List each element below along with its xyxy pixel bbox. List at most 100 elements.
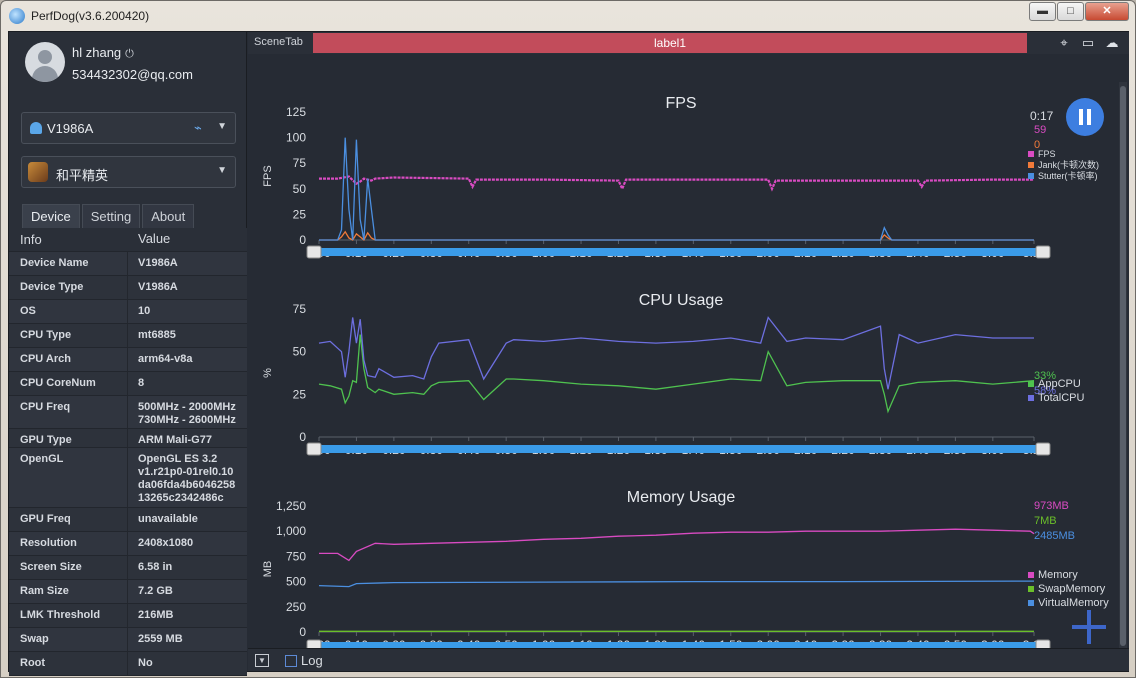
info-key: CPU Freq	[20, 401, 71, 413]
charts-canvas: FPSFPS02550751001250:000:100:200:300:400…	[262, 95, 1109, 648]
tab-device[interactable]: Device	[22, 204, 80, 228]
legend-swatch	[1028, 162, 1034, 168]
y-axis-label: FPS	[262, 165, 274, 186]
legend-label: TotalCPU	[1038, 392, 1085, 404]
table-row: LMK Threshold 216MB	[9, 604, 247, 628]
minimize-button[interactable]: ▬	[1029, 2, 1056, 21]
android-icon	[30, 122, 42, 134]
y-tick-label: 75	[293, 156, 307, 170]
legend-swatch	[1028, 586, 1034, 592]
scene-tab[interactable]: SceneTab	[254, 36, 303, 48]
vertical-scrollbar[interactable]	[1119, 82, 1127, 652]
info-value: 2408x1080	[138, 537, 194, 549]
table-row: Root No	[9, 652, 247, 676]
y-tick-label: 50	[293, 182, 307, 196]
table-row: CPU Type mt6885	[9, 324, 247, 348]
app-select[interactable]: 和平精英 ▼	[21, 156, 236, 188]
legend-label: Memory	[1038, 569, 1078, 581]
timeline-slider-handle-right	[1035, 442, 1051, 456]
client-area: hl zhang ⏻ 534432302@qq.com V1986A ⌁ ▼ 和平…	[8, 31, 1129, 676]
legend-label: FPS	[1038, 149, 1056, 159]
timeline-slider-handle-right	[1035, 245, 1051, 259]
chart-title: FPS	[665, 95, 696, 112]
table-row: Swap 2559 MB	[9, 628, 247, 652]
table-row: GPU Freq unavailable	[9, 508, 247, 532]
legend-label: Jank(卡顿次数)	[1038, 159, 1099, 170]
elapsed-timer: 0:17	[1030, 109, 1054, 123]
series-line-memory	[319, 528, 1035, 562]
log-checkbox[interactable]	[285, 655, 297, 667]
series-line-totalcpu	[318, 316, 1034, 390]
y-tick-label: 750	[286, 549, 306, 563]
legend-swatch	[1028, 395, 1034, 401]
folder-icon[interactable]: ▭	[1081, 35, 1095, 50]
info-value: 6.58 in	[138, 561, 173, 573]
info-key: CPU CoreNum	[20, 377, 96, 389]
current-value: 2485MB	[1034, 530, 1075, 542]
info-key: Root	[20, 657, 46, 669]
series-line-stutter	[319, 137, 1034, 241]
collapse-icon[interactable]: ▼	[255, 654, 269, 667]
y-tick-label: 0	[299, 430, 306, 444]
maximize-button[interactable]: □	[1057, 2, 1084, 21]
close-button[interactable]: ✕	[1085, 2, 1129, 21]
location-icon[interactable]: ⌖	[1060, 35, 1068, 50]
y-tick-label: 100	[286, 131, 306, 145]
y-tick-label: 250	[286, 600, 306, 614]
info-value: arm64-v8a	[138, 353, 193, 365]
title-bar: PerfDog(v3.6.200420) ▬ □ ✕	[1, 1, 1135, 31]
legend-swatch	[1028, 600, 1034, 606]
power-icon[interactable]: ⏻	[125, 48, 134, 60]
timeline-slider-track	[312, 642, 1042, 648]
pause-button[interactable]	[1066, 98, 1104, 136]
current-value: 33%	[1034, 370, 1056, 382]
info-value: 7.2 GB	[138, 585, 173, 597]
info-value: mt6885	[138, 329, 176, 341]
info-value: ARM Mali-G77	[138, 434, 212, 446]
link-icon[interactable]: ⌁	[194, 120, 202, 135]
device-select-value: V1986A	[47, 121, 94, 136]
info-key: CPU Arch	[20, 353, 71, 365]
info-value: 10	[138, 305, 151, 317]
series-line-appcpu	[318, 334, 1035, 414]
table-row: Screen Size 6.58 in	[9, 556, 247, 580]
bottom-bar: ▼ Log	[248, 648, 1129, 671]
info-value: unavailable	[138, 513, 198, 525]
y-axis-label: %	[262, 368, 274, 378]
info-value: 500MHz - 2000MHz 730MHz - 2600MHz	[138, 401, 236, 426]
info-value: V1986A	[138, 281, 178, 293]
charts-panel: FPSFPS02550751001250:000:100:200:300:400…	[248, 54, 1129, 652]
info-value: 216MB	[138, 609, 174, 621]
y-tick-label: 75	[293, 302, 307, 316]
legend-label: VirtualMemory	[1038, 597, 1109, 609]
table-header: Info Value	[9, 228, 247, 252]
table-row: GPU Type ARM Mali-G77	[9, 429, 247, 448]
scrollbar-thumb[interactable]	[1120, 86, 1126, 646]
timeline-slider-handle-left	[306, 639, 322, 648]
user-name-row: hl zhang ⏻	[72, 45, 134, 61]
device-select[interactable]: V1986A ⌁ ▼	[21, 112, 236, 144]
window-controls: ▬ □ ✕	[1028, 2, 1129, 21]
table-row: CPU CoreNum 8	[9, 372, 247, 396]
current-value: 7MB	[1034, 515, 1057, 527]
scene-bar: SceneTab label1 ⌖ ▭ ☁	[248, 32, 1129, 54]
scene-label[interactable]: label1	[313, 33, 1027, 53]
user-panel: hl zhang ⏻ 534432302@qq.com	[9, 32, 247, 96]
tab-setting[interactable]: Setting	[81, 204, 141, 228]
info-key: GPU Freq	[20, 513, 71, 525]
sidebar-tabs: Device Setting About	[22, 204, 196, 228]
legend-label: SwapMemory	[1038, 583, 1106, 595]
y-axis-label: MB	[262, 561, 274, 578]
timeline-slider-track	[312, 445, 1042, 453]
info-value: V1986A	[138, 257, 178, 269]
current-value: 0	[1034, 139, 1040, 151]
tab-about[interactable]: About	[142, 204, 195, 228]
info-key: CPU Type	[20, 329, 72, 341]
legend-swatch	[1028, 381, 1034, 387]
cloud-icon[interactable]: ☁	[1105, 35, 1119, 50]
table-row: Device Name V1986A	[9, 252, 247, 276]
header-value: Value	[138, 231, 171, 246]
add-icon[interactable]	[1072, 610, 1106, 644]
avatar[interactable]	[25, 42, 65, 82]
